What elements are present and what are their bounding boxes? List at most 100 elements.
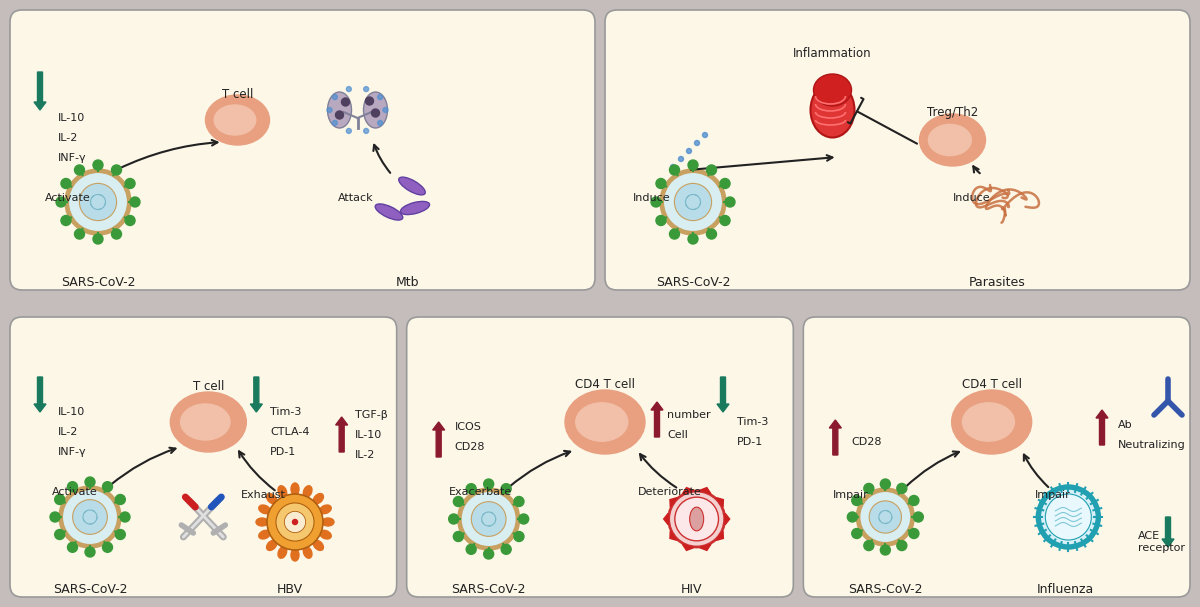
Ellipse shape	[952, 390, 1032, 454]
Text: Impair: Impair	[833, 490, 869, 500]
Text: SARS-CoV-2: SARS-CoV-2	[61, 276, 136, 289]
Circle shape	[484, 549, 493, 559]
Circle shape	[85, 477, 95, 487]
Circle shape	[65, 169, 131, 235]
Ellipse shape	[690, 507, 703, 531]
Circle shape	[852, 529, 862, 538]
Polygon shape	[716, 498, 724, 507]
Text: CD4 T cell: CD4 T cell	[575, 378, 635, 391]
Circle shape	[678, 157, 684, 161]
Circle shape	[514, 532, 524, 541]
Text: ICOS: ICOS	[455, 422, 481, 432]
Circle shape	[707, 229, 716, 239]
Ellipse shape	[398, 177, 425, 195]
Ellipse shape	[278, 547, 287, 558]
Text: CD28: CD28	[455, 442, 485, 452]
Circle shape	[125, 215, 136, 225]
Circle shape	[276, 503, 314, 541]
Polygon shape	[700, 487, 710, 493]
Circle shape	[449, 514, 458, 524]
Circle shape	[707, 165, 716, 175]
Circle shape	[94, 160, 103, 170]
Circle shape	[461, 491, 517, 547]
Circle shape	[130, 197, 140, 207]
Ellipse shape	[292, 483, 299, 495]
Text: PD-1: PD-1	[737, 437, 763, 447]
Circle shape	[881, 545, 890, 555]
Circle shape	[73, 500, 107, 534]
Circle shape	[670, 165, 679, 175]
Circle shape	[514, 497, 524, 506]
Circle shape	[502, 544, 511, 554]
Text: Exacerbate: Exacerbate	[449, 487, 512, 497]
Circle shape	[674, 497, 719, 541]
Circle shape	[55, 529, 65, 540]
Text: Tim-3: Tim-3	[270, 407, 301, 417]
Text: Induce: Induce	[953, 193, 990, 203]
Ellipse shape	[170, 392, 246, 452]
Circle shape	[913, 512, 923, 522]
Ellipse shape	[266, 540, 277, 551]
Text: CD28: CD28	[851, 437, 882, 447]
FancyBboxPatch shape	[10, 317, 397, 597]
Circle shape	[695, 140, 700, 146]
Text: TGF-β: TGF-β	[355, 410, 388, 420]
Circle shape	[650, 197, 661, 207]
Circle shape	[284, 511, 306, 532]
FancyArrow shape	[829, 420, 841, 455]
Text: T cell: T cell	[222, 88, 253, 101]
Circle shape	[881, 479, 890, 489]
FancyArrow shape	[718, 377, 730, 412]
Circle shape	[869, 501, 901, 533]
Circle shape	[847, 512, 857, 522]
Text: Inflammation: Inflammation	[793, 47, 872, 60]
Circle shape	[688, 234, 698, 244]
Circle shape	[662, 172, 722, 232]
Text: IL-10: IL-10	[58, 113, 85, 123]
Text: HBV: HBV	[277, 583, 304, 596]
Circle shape	[725, 197, 734, 207]
Circle shape	[688, 160, 698, 170]
Polygon shape	[716, 531, 724, 540]
Text: SARS-CoV-2: SARS-CoV-2	[451, 583, 526, 596]
FancyArrow shape	[251, 377, 263, 412]
FancyArrow shape	[34, 377, 46, 412]
FancyBboxPatch shape	[407, 317, 793, 597]
Ellipse shape	[810, 83, 854, 138]
Ellipse shape	[322, 518, 334, 526]
Circle shape	[56, 197, 66, 207]
FancyBboxPatch shape	[605, 10, 1190, 290]
Ellipse shape	[919, 114, 985, 166]
Ellipse shape	[814, 74, 852, 106]
Ellipse shape	[929, 124, 971, 155]
Circle shape	[364, 129, 368, 134]
FancyBboxPatch shape	[803, 317, 1190, 597]
Text: T cell: T cell	[193, 380, 224, 393]
Ellipse shape	[376, 204, 403, 220]
Circle shape	[125, 178, 136, 189]
Ellipse shape	[205, 95, 270, 145]
Text: CTLA-4: CTLA-4	[270, 427, 310, 437]
Polygon shape	[670, 498, 677, 507]
Ellipse shape	[364, 92, 388, 128]
Text: SARS-CoV-2: SARS-CoV-2	[655, 276, 731, 289]
Ellipse shape	[304, 547, 312, 558]
Circle shape	[466, 484, 476, 493]
Circle shape	[120, 512, 130, 522]
FancyBboxPatch shape	[10, 10, 595, 290]
Polygon shape	[664, 514, 668, 525]
Circle shape	[1040, 489, 1097, 545]
Polygon shape	[670, 531, 677, 540]
Circle shape	[50, 512, 60, 522]
Circle shape	[342, 98, 349, 106]
Circle shape	[1037, 485, 1100, 549]
Text: Deteriorate: Deteriorate	[638, 487, 702, 497]
Circle shape	[266, 494, 323, 550]
Circle shape	[85, 547, 95, 557]
Circle shape	[656, 178, 666, 189]
Text: Attack: Attack	[337, 193, 373, 203]
Circle shape	[332, 95, 337, 100]
Polygon shape	[683, 544, 694, 551]
Ellipse shape	[313, 540, 324, 551]
Text: Activate: Activate	[46, 193, 91, 203]
